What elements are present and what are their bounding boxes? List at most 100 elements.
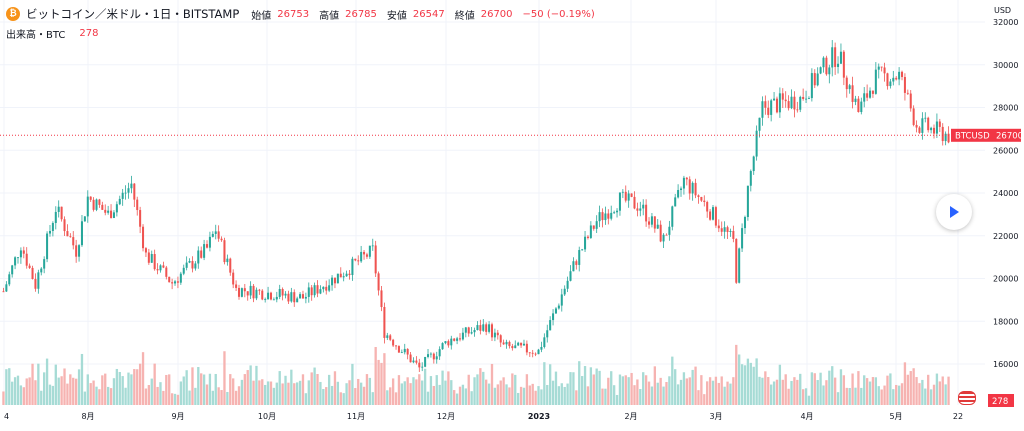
volume-bar [188,390,191,405]
candle-body [72,237,75,246]
volume-bar [304,393,308,405]
volume-bar [822,385,825,405]
candle-body [418,362,421,368]
volume-bar [80,353,84,405]
candle-body [98,199,101,205]
volume-bar [165,374,168,405]
candle-body [380,290,383,308]
volume-bar [109,388,113,405]
candle-body [307,287,310,297]
candle-body [924,117,927,119]
candle-body [435,356,438,360]
candle-body [348,273,351,276]
volume-bar [438,384,441,405]
price-axis[interactable]: 32000 30000 28000 26000 24000 22000 20000 18000… [993,18,1018,369]
candle-body [656,224,659,229]
volume-bar [194,387,197,405]
candle-body [915,124,918,128]
symbol-title[interactable]: ビットコイン／米ドル・1日・BITSTAMP [26,7,240,21]
candle-body [764,101,767,108]
volume-bar [880,389,883,405]
candle-body [677,189,680,198]
volume-bar [543,362,546,405]
candle-body [220,238,223,241]
volume-bar [691,369,694,405]
volume-bar [330,385,334,405]
volume-bar [104,373,107,405]
volume-bar [860,387,863,405]
volume-bar [293,383,296,405]
volume-bar [511,373,514,405]
bitcoin-icon: ₿ [6,7,20,21]
candle-body [790,96,793,109]
time-axis[interactable]: 4 8月 9月 10月 11月 12月 2023 2月 3月 4月 5月 22 [4,412,963,421]
candle-body [258,289,261,291]
volume-bar [394,392,398,405]
volume-bar [642,372,645,405]
volume-bar [685,378,688,405]
candle-body [240,288,243,297]
candle-body [874,69,877,94]
volume-bar [208,373,212,405]
volume-bar [924,388,927,405]
candle-body [232,272,235,285]
volume-bar [333,371,337,405]
candle-body [133,183,136,200]
candle-body [566,280,569,289]
volume-bar [223,351,226,405]
candle-body [75,245,78,257]
volume-bar [505,384,508,405]
volume-bar [717,382,720,405]
candle-body [275,296,278,300]
us-flag-icon[interactable] [958,391,976,405]
candle-body [313,285,316,296]
volume-bar [831,366,834,405]
symbol-legend[interactable]: ₿ ビットコイン／米ドル・1日・BITSTAMP 始値 26753 高値 267… [6,6,599,22]
volume-bar [624,375,627,405]
candle-body [397,346,400,353]
volume-bar [43,372,46,405]
volume-bar [406,377,409,405]
volume-bar [133,369,136,405]
volume-bar [138,363,142,405]
volume-bar [5,369,8,405]
candle-body [659,224,662,242]
candle-body [650,216,653,225]
candle-body [331,277,334,286]
candle-body [156,269,159,271]
candle-body [383,307,386,338]
volume-bar [929,389,933,405]
volume-bar [441,370,444,405]
volume-bar [173,393,177,405]
volume-bar [592,374,595,405]
candle-body [706,202,709,212]
go-to-realtime-button[interactable] [936,194,972,230]
candle-body [508,341,511,347]
candle-body [720,228,723,232]
volume-bar [671,356,674,405]
candle-body [636,208,639,211]
candle-body [223,240,226,263]
candle-body [889,81,892,87]
candle-body [584,236,587,250]
candle-body [456,338,459,341]
candle-body [354,258,357,261]
volume-bar [848,388,851,405]
candle-body [514,345,517,349]
candle-body [333,277,336,284]
volume-bar [740,364,744,405]
candle-body [845,77,848,90]
candle-body [444,341,447,344]
candle-body [668,226,671,235]
play-icon [950,206,959,218]
candle-body [31,267,34,280]
y-tick-label: 32000 [993,18,1018,27]
volume-bar [522,387,526,405]
candle-body [813,73,816,86]
candle-body [115,204,118,213]
volume-legend[interactable]: 出来高・BTC 278 [6,26,98,41]
candle-body [624,191,627,201]
candle-body [336,273,339,284]
